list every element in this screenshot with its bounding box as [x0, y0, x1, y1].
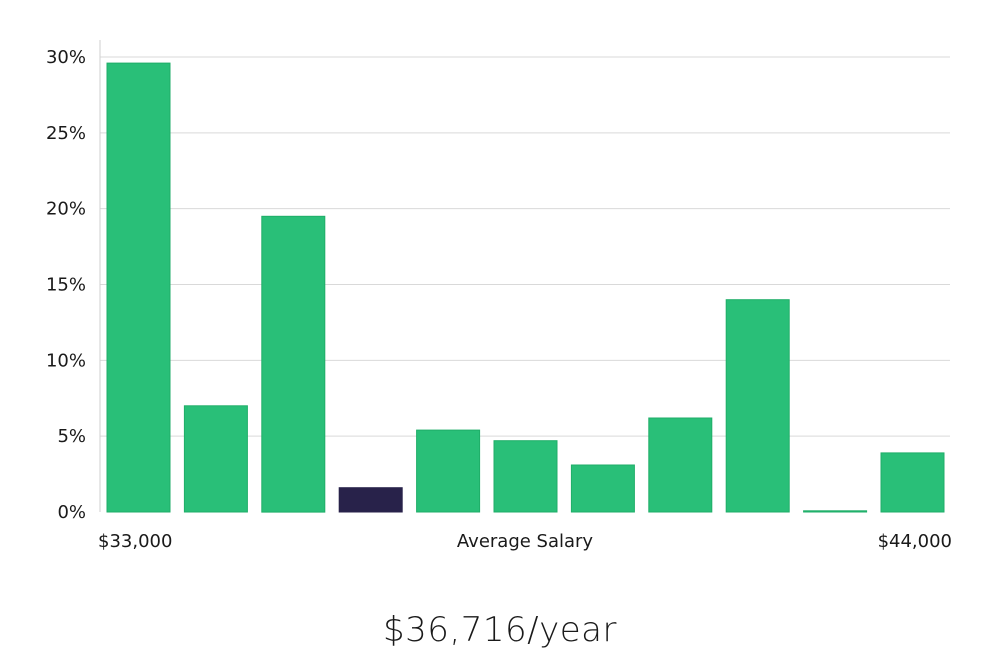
bar	[725, 299, 790, 513]
bar	[648, 417, 713, 513]
y-tick-label: 20%	[46, 199, 86, 220]
y-tick-label: 0%	[57, 502, 86, 523]
y-tick-label: 25%	[46, 123, 86, 144]
salary-histogram: 0% 5% 10% 15% 20% 25% 30% $33,000 Average Sala…	[46, 40, 952, 552]
bar	[493, 440, 558, 513]
x-axis-max-label: $44,000	[878, 531, 952, 552]
x-axis-min-label: $33,000	[98, 531, 172, 552]
gridlines	[100, 56, 950, 437]
bar	[183, 405, 248, 513]
bar	[570, 464, 635, 513]
bar-highlighted	[338, 487, 403, 513]
x-axis-title: Average Salary	[457, 531, 594, 552]
average-salary-headline: $36,716/year	[383, 610, 617, 650]
bar	[261, 215, 326, 513]
bar	[803, 510, 868, 513]
y-axis-ticks: 0% 5% 10% 15% 20% 25% 30%	[46, 47, 86, 523]
bar	[106, 62, 171, 513]
y-tick-label: 15%	[46, 275, 86, 296]
y-tick-label: 5%	[57, 426, 86, 447]
y-tick-label: 30%	[46, 47, 86, 68]
bar	[880, 452, 945, 513]
y-tick-label: 10%	[46, 350, 86, 371]
bars	[106, 62, 945, 513]
bar	[416, 429, 481, 513]
